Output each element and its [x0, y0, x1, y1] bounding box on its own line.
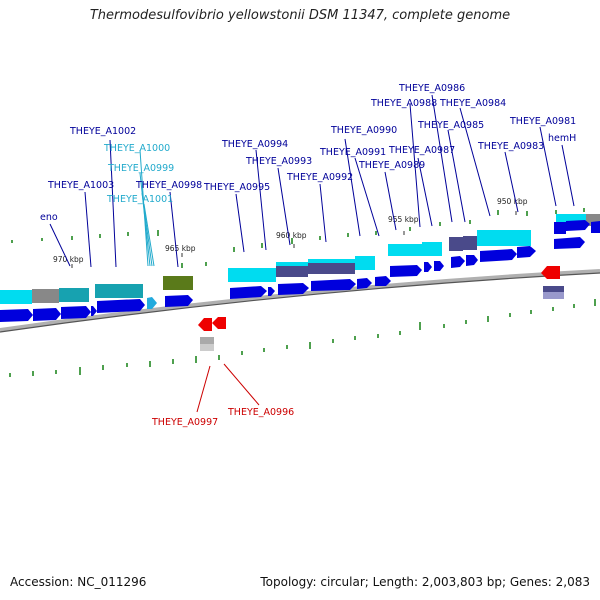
backbone: [0, 269, 600, 333]
gene-arrow: [33, 308, 61, 321]
gene-label-a0987: THEYE_A0987: [388, 145, 455, 156]
feature-bar: [355, 256, 375, 270]
gene-label-a1002: THEYE_A1002: [69, 126, 136, 137]
gene-label-a0995: THEYE_A0995: [203, 182, 270, 193]
gene-arrow: [61, 306, 91, 319]
gene-arrow: [357, 278, 372, 289]
feature-bar: [463, 236, 477, 250]
gene-labels-forward: eno THEYE_A1003 THEYE_A1002 THEYE_A0998 …: [40, 83, 576, 223]
gene-arrow: [165, 295, 193, 307]
gene-arrow: [390, 265, 422, 277]
gene-label-a0992: THEYE_A0992: [286, 172, 353, 183]
gene-arrow: [230, 286, 267, 299]
gene-label-a1001: THEYE_A1001: [106, 194, 173, 205]
feature-bar: [543, 292, 564, 299]
feature-bar: [228, 268, 276, 282]
feature-bar: [200, 344, 214, 351]
gene-label-a0983: THEYE_A0983: [477, 141, 544, 152]
gene-label-hemH: hemH: [548, 133, 576, 144]
inner-features: [200, 286, 564, 351]
gene-label-a0998: THEYE_A0998: [135, 180, 202, 191]
accession-text: Accession: NC_011296: [10, 575, 147, 589]
gene-arrow: [278, 283, 309, 295]
feature-bar: [276, 265, 308, 277]
feature-bar: [422, 242, 442, 256]
gene-labels-cyan: THEYE_A1000 THEYE_A0999 THEYE_A1001: [103, 143, 174, 205]
feature-bar: [449, 237, 463, 251]
gene-labels-reverse: THEYE_A0997 THEYE_A0996: [151, 407, 294, 428]
gene-label-a0990: THEYE_A0990: [330, 125, 397, 136]
feature-bar: [477, 230, 531, 246]
tick-label-960: 960 kbp: [276, 231, 307, 240]
feature-bar: [543, 286, 564, 292]
map-title: Thermodesulfovibrio yellowstonii DSM 113…: [89, 8, 511, 23]
tick-label-970: 970 kbp: [53, 255, 84, 264]
gene-arrow: [434, 261, 444, 271]
gc-ticks-outer: [11, 208, 585, 268]
gene-label-a1000: THEYE_A1000: [103, 143, 170, 154]
reverse-genes: [198, 266, 560, 331]
gene-arrow: [268, 287, 275, 296]
gene-arrow: [480, 249, 517, 262]
gene-label-a0984: THEYE_A0984: [439, 98, 506, 109]
feature-bar: [95, 284, 143, 298]
gene-arrow: [566, 220, 590, 231]
forward-genes: [0, 220, 600, 322]
gene-label-a0981: THEYE_A0981: [509, 116, 576, 127]
genome-summary-text: Topology: circular; Length: 2,003,803 bp…: [260, 575, 590, 589]
gene-arrow: [311, 279, 356, 291]
gene-label-a0994: THEYE_A0994: [221, 139, 288, 150]
gc-ticks-inner: [9, 299, 596, 377]
feature-bar: [32, 289, 59, 303]
leader-lines: [49, 94, 575, 413]
feature-bar: [200, 337, 214, 344]
tick-label-965: 965 kbp: [165, 244, 196, 253]
gene-label-a0997: THEYE_A0997: [151, 417, 218, 428]
gene-label-a0989: THEYE_A0989: [358, 160, 425, 171]
gene-label-a0991: THEYE_A0991: [319, 147, 386, 158]
gene-arrow: [97, 299, 145, 313]
feature-track: [0, 214, 600, 304]
feature-bar: [388, 244, 422, 256]
gene-arrow: [517, 246, 536, 258]
gene-arrow: [541, 266, 560, 279]
position-ticks: [71, 211, 517, 268]
gene-arrow: [212, 317, 226, 329]
gene-arrow: [198, 318, 212, 331]
feature-bar: [556, 214, 586, 222]
gene-arrow: [147, 297, 157, 309]
gene-arrow: [0, 309, 33, 322]
gene-label-a0996: THEYE_A0996: [227, 407, 294, 418]
feature-bar: [0, 290, 32, 304]
gene-label-a0999: THEYE_A0999: [107, 163, 174, 174]
tick-label-955: 955 kbp: [388, 215, 419, 224]
gene-arrow: [375, 276, 391, 286]
tick-label-950: 950 kbp: [497, 197, 528, 206]
gene-arrow: [424, 262, 432, 272]
gene-label-eno: eno: [40, 212, 58, 223]
gene-arrow: [451, 256, 465, 268]
gene-label-a1003: THEYE_A1003: [47, 180, 114, 191]
feature-bar: [308, 259, 355, 263]
gene-label-a0993: THEYE_A0993: [245, 156, 312, 167]
gene-arrow: [591, 221, 600, 233]
gene-arrow: [91, 306, 97, 316]
gene-arrow: [554, 237, 585, 249]
feature-bar: [276, 262, 308, 266]
gene-label-a0985: THEYE_A0985: [417, 120, 484, 131]
gene-arrow: [466, 255, 478, 266]
gene-label-a0988: THEYE_A0988: [370, 98, 437, 109]
gene-label-a0986: THEYE_A0986: [398, 83, 465, 94]
feature-bar: [308, 262, 355, 274]
feature-bar: [59, 288, 89, 302]
gene-arrow: [554, 222, 566, 234]
feature-bar: [163, 276, 193, 290]
